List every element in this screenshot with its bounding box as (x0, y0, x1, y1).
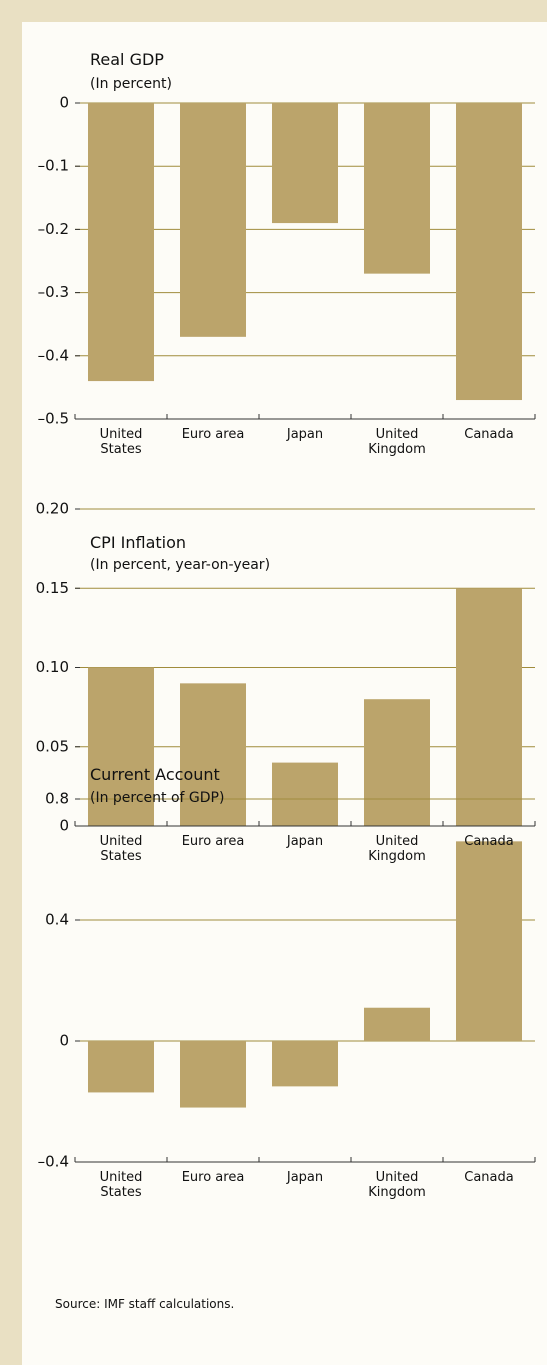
x-tick-label: United States (99, 427, 143, 457)
x-tick-label: United States (99, 834, 143, 864)
y-tick-label: 0 (59, 94, 69, 112)
bar (272, 762, 338, 826)
chart-title: CPI Inflation (90, 533, 187, 552)
chart-title: Real GDP (90, 50, 164, 69)
bar (180, 683, 246, 826)
bar (364, 103, 430, 274)
chart-subtitle: (In percent, year-on-year) (90, 557, 271, 573)
y-tick-label: 0 (59, 817, 69, 835)
bar (272, 1041, 338, 1087)
bar (456, 103, 522, 401)
x-tick-label: Japan (286, 1170, 324, 1185)
x-tick-label: Japan (286, 427, 324, 442)
x-tick-label: United Kingdom (368, 1170, 426, 1200)
source: Source: IMF staff calculations. (55, 1297, 235, 1311)
bar (364, 1007, 430, 1041)
y-tick-label: 0.10 (36, 658, 69, 676)
y-tick-label: 0 (59, 1032, 69, 1050)
chart-title: Current Account (90, 765, 220, 784)
x-tick-label: United Kingdom (368, 427, 426, 457)
y-tick-label: –0.4 (38, 346, 69, 364)
x-tick-label: Canada (464, 1170, 514, 1185)
x-tick-label: Euro area (181, 834, 245, 849)
x-tick-label: United States (99, 1170, 143, 1200)
chart-subtitle: (In percent) (90, 76, 172, 92)
y-tick-label: 0.20 (36, 500, 69, 518)
bar (88, 667, 154, 826)
y-tick-label: 0.4 (45, 911, 69, 929)
bar (272, 103, 338, 224)
x-tick-label: Euro area (181, 1170, 245, 1185)
x-tick-label: Canada (464, 834, 514, 849)
y-tick-label: 0.15 (36, 579, 69, 597)
x-tick-label: United Kingdom (368, 834, 426, 864)
bar (456, 588, 522, 826)
x-tick-label: Euro area (181, 427, 245, 442)
chart-subtitle: (In percent of GDP) (90, 790, 225, 806)
y-tick-label: –0.3 (38, 283, 69, 301)
x-tick-label: Japan (286, 834, 324, 849)
bar (364, 699, 430, 826)
y-tick-label: 0.05 (36, 737, 69, 755)
bar (456, 841, 522, 1041)
bar (180, 103, 246, 337)
y-tick-label: –0.1 (38, 157, 69, 175)
y-tick-label: –0.5 (38, 410, 69, 428)
y-tick-label: 0.8 (45, 790, 69, 808)
bar (88, 1041, 154, 1093)
x-tick-label: Canada (464, 427, 514, 442)
y-tick-label: –0.4 (38, 1153, 69, 1171)
bar (88, 103, 154, 382)
y-tick-label: –0.2 (38, 220, 69, 238)
bar (180, 1041, 246, 1108)
